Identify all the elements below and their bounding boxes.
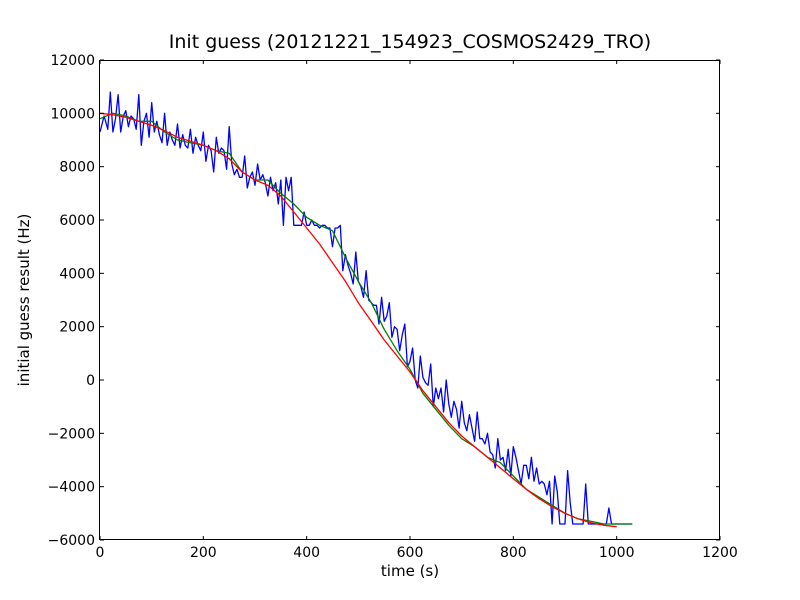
x-tick-label: 0 bbox=[96, 545, 105, 561]
y-axis-label: initial guess result (Hz) bbox=[15, 214, 33, 387]
series-line-2 bbox=[99, 112, 633, 525]
chart-title: Init guess (20121221_154923_COSMOS2429_T… bbox=[169, 31, 651, 53]
x-tick-label: 400 bbox=[293, 545, 320, 561]
y-tick-label: 10000 bbox=[50, 106, 95, 122]
series-line-3 bbox=[99, 112, 617, 528]
y-tick-label: −4000 bbox=[48, 480, 95, 496]
plot-area bbox=[99, 60, 720, 540]
tick-layer: 0 200 400 600 800 1000 1200 −6000 −4000 −2000 0 200… bbox=[48, 53, 738, 561]
series-layer bbox=[99, 91, 633, 528]
y-tick-label: 8000 bbox=[59, 160, 95, 176]
x-tick-label: 800 bbox=[500, 545, 527, 561]
y-tick-label: −2000 bbox=[48, 426, 95, 442]
x-tick-label: 200 bbox=[190, 545, 217, 561]
y-tick-label: 4000 bbox=[59, 266, 95, 282]
y-tick-label: 0 bbox=[86, 373, 95, 389]
series-line-1 bbox=[99, 91, 633, 525]
y-tick-label: −6000 bbox=[48, 533, 95, 549]
y-tick-label: 6000 bbox=[59, 213, 95, 229]
x-tick-label: 1200 bbox=[702, 545, 738, 561]
plot-frame bbox=[99, 60, 720, 540]
x-tick-label: 600 bbox=[397, 545, 424, 561]
x-axis-label: time (s) bbox=[381, 562, 439, 580]
x-tick-label: 1000 bbox=[599, 545, 635, 561]
y-tick-label: 2000 bbox=[59, 320, 95, 336]
y-tick-label: 12000 bbox=[50, 53, 95, 69]
